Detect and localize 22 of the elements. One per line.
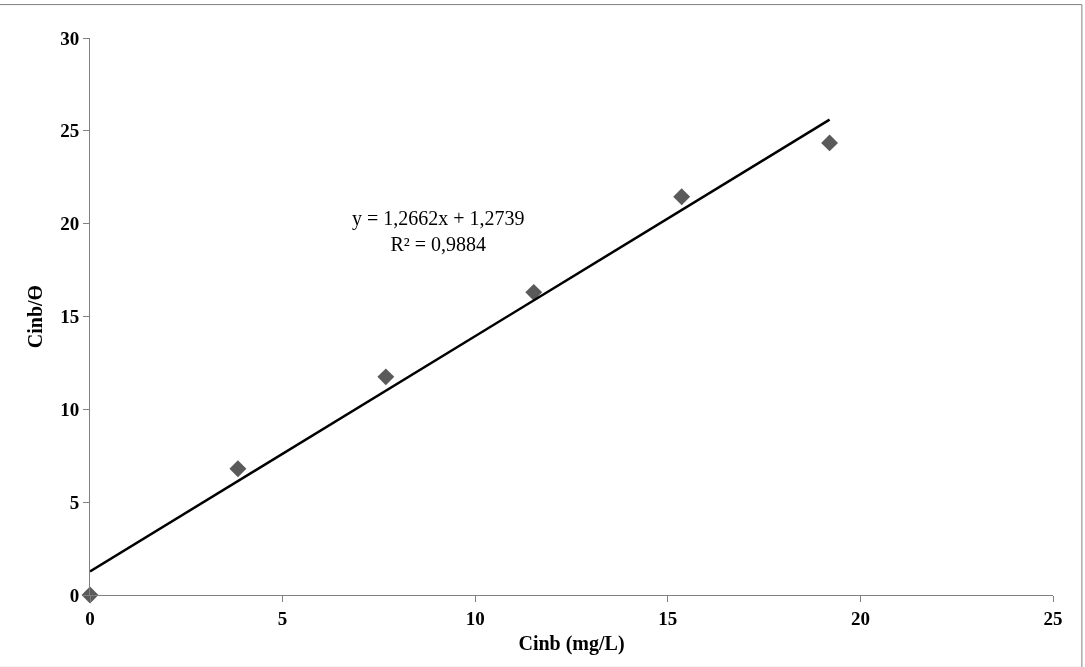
point — [525, 283, 543, 301]
point — [821, 134, 839, 152]
x-tick-label: 20 — [850, 607, 870, 629]
y-tick-label: 20 — [60, 213, 80, 235]
x-axis-title: Cinb (mg/L) — [518, 632, 625, 656]
y-tick-label: 0 — [69, 584, 80, 606]
x-tick-label: 5 — [277, 607, 288, 629]
point — [229, 460, 247, 478]
x-tick-label: 15 — [658, 607, 678, 629]
y-tick-label: 30 — [60, 27, 80, 49]
y-tick-label: 25 — [60, 120, 80, 142]
y-tick-label: 5 — [69, 491, 80, 513]
x-tick-label: 10 — [465, 607, 485, 629]
y-tick-label: 10 — [60, 398, 80, 420]
annotation: y = 1,2662x + 1,2739 — [352, 207, 525, 230]
y-axis-title: Cinb/ϴ — [23, 284, 46, 349]
annotation: R² = 0,9884 — [390, 233, 487, 255]
point — [377, 368, 395, 386]
point — [673, 188, 691, 206]
x-tick-label: 25 — [1043, 607, 1063, 629]
y-tick-label: 15 — [60, 306, 80, 328]
x-tick-label: 0 — [85, 607, 95, 629]
